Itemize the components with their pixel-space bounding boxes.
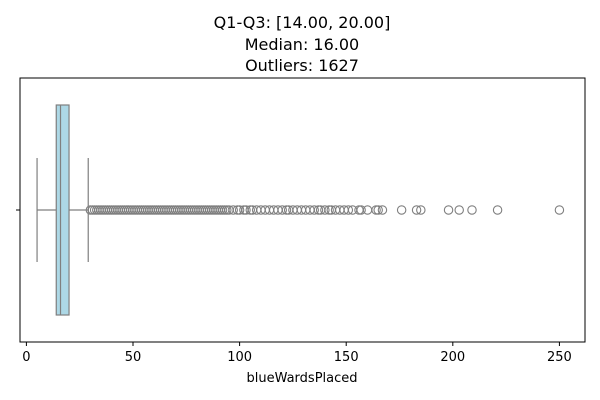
x-tick-label: 0 bbox=[22, 350, 30, 365]
x-tick-label: 250 bbox=[547, 350, 572, 365]
outlier-point bbox=[454, 205, 464, 215]
outlier-point bbox=[467, 205, 477, 215]
plot-area bbox=[36, 104, 565, 316]
outlier-point bbox=[377, 205, 388, 215]
outlier-point bbox=[356, 205, 366, 215]
outlier-point bbox=[241, 205, 251, 215]
chart-title: Q1-Q3: [14.00, 20.00] Median: 16.00 Outl… bbox=[214, 13, 391, 75]
x-tick-label: 50 bbox=[125, 350, 142, 365]
title-line-2: Median: 16.00 bbox=[245, 35, 359, 54]
outlier-point bbox=[343, 205, 354, 215]
x-tick-label: 100 bbox=[227, 350, 252, 365]
outlier-point bbox=[277, 205, 287, 215]
outlier-point bbox=[234, 205, 245, 215]
outlier-point bbox=[228, 205, 238, 215]
title-line-1: Q1-Q3: [14.00, 20.00] bbox=[214, 13, 391, 32]
outlier-point bbox=[443, 205, 454, 215]
outlier-point bbox=[373, 205, 383, 215]
x-axis: 0 50 100 150 200 250 bbox=[22, 342, 572, 365]
outlier-point bbox=[411, 205, 422, 215]
outlier-points bbox=[85, 205, 565, 215]
outlier-point bbox=[354, 205, 364, 215]
title-line-3: Outliers: 1627 bbox=[245, 56, 359, 75]
outlier-point bbox=[309, 205, 319, 215]
x-tick-label: 200 bbox=[440, 350, 465, 365]
x-axis-label: blueWardsPlaced bbox=[246, 371, 357, 386]
outlier-point bbox=[362, 205, 373, 215]
outlier-point bbox=[554, 205, 565, 215]
iqr-box bbox=[55, 104, 70, 316]
outlier-point bbox=[416, 205, 426, 215]
outlier-point bbox=[396, 205, 407, 215]
x-tick-label: 150 bbox=[334, 350, 359, 365]
outlier-point bbox=[492, 205, 503, 215]
outlier-point bbox=[320, 205, 330, 215]
